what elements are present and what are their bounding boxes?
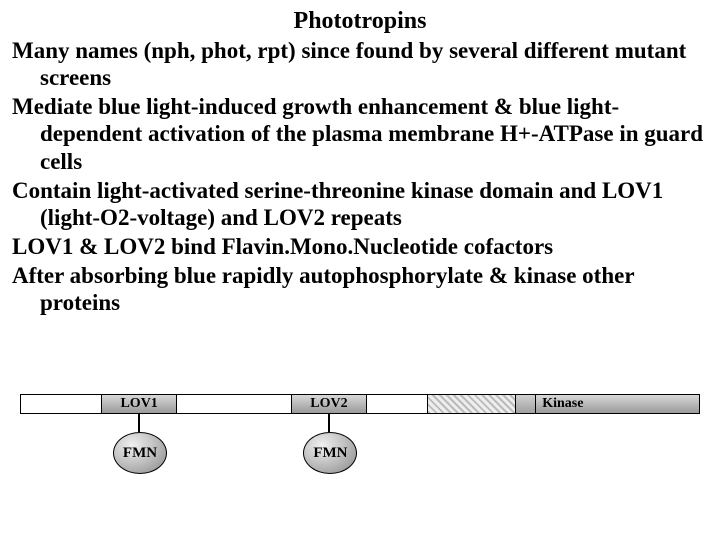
domain-bar-wrap: LOV1 LOV2 Kinase xyxy=(20,386,700,422)
page-title: Phototropins xyxy=(12,8,708,35)
para-3: Contain light-activated serine-threonine… xyxy=(12,177,708,231)
domain-kinase: Kinase xyxy=(536,395,699,413)
spacer-2 xyxy=(177,395,292,413)
para-2: Mediate blue light-induced growth enhanc… xyxy=(12,93,708,174)
domain-lov1: LOV1 xyxy=(102,395,177,413)
protein-domain-diagram: LOV1 LOV2 Kinase FMN FMN xyxy=(20,386,700,482)
spacer-0 xyxy=(21,395,102,413)
cofactor-fmn-0: FMN xyxy=(113,432,167,474)
cofactor-stem-0 xyxy=(138,414,140,432)
cofactor-fmn-1: FMN xyxy=(303,432,357,474)
spacer-4 xyxy=(367,395,428,413)
para-1: Many names (nph, phot, rpt) since found … xyxy=(12,37,708,91)
spacer-6 xyxy=(516,395,536,413)
cofactor-stem-1 xyxy=(328,414,330,432)
domain-bar: LOV1 LOV2 Kinase xyxy=(20,394,700,414)
domain-lov2: LOV2 xyxy=(292,395,367,413)
spacer-5 xyxy=(428,395,516,413)
para-5: After absorbing blue rapidly autophospho… xyxy=(12,262,708,316)
cofactor-row: FMN FMN xyxy=(20,422,700,482)
para-4: LOV1 & LOV2 bind Flavin.Mono.Nucleotide … xyxy=(12,233,708,260)
